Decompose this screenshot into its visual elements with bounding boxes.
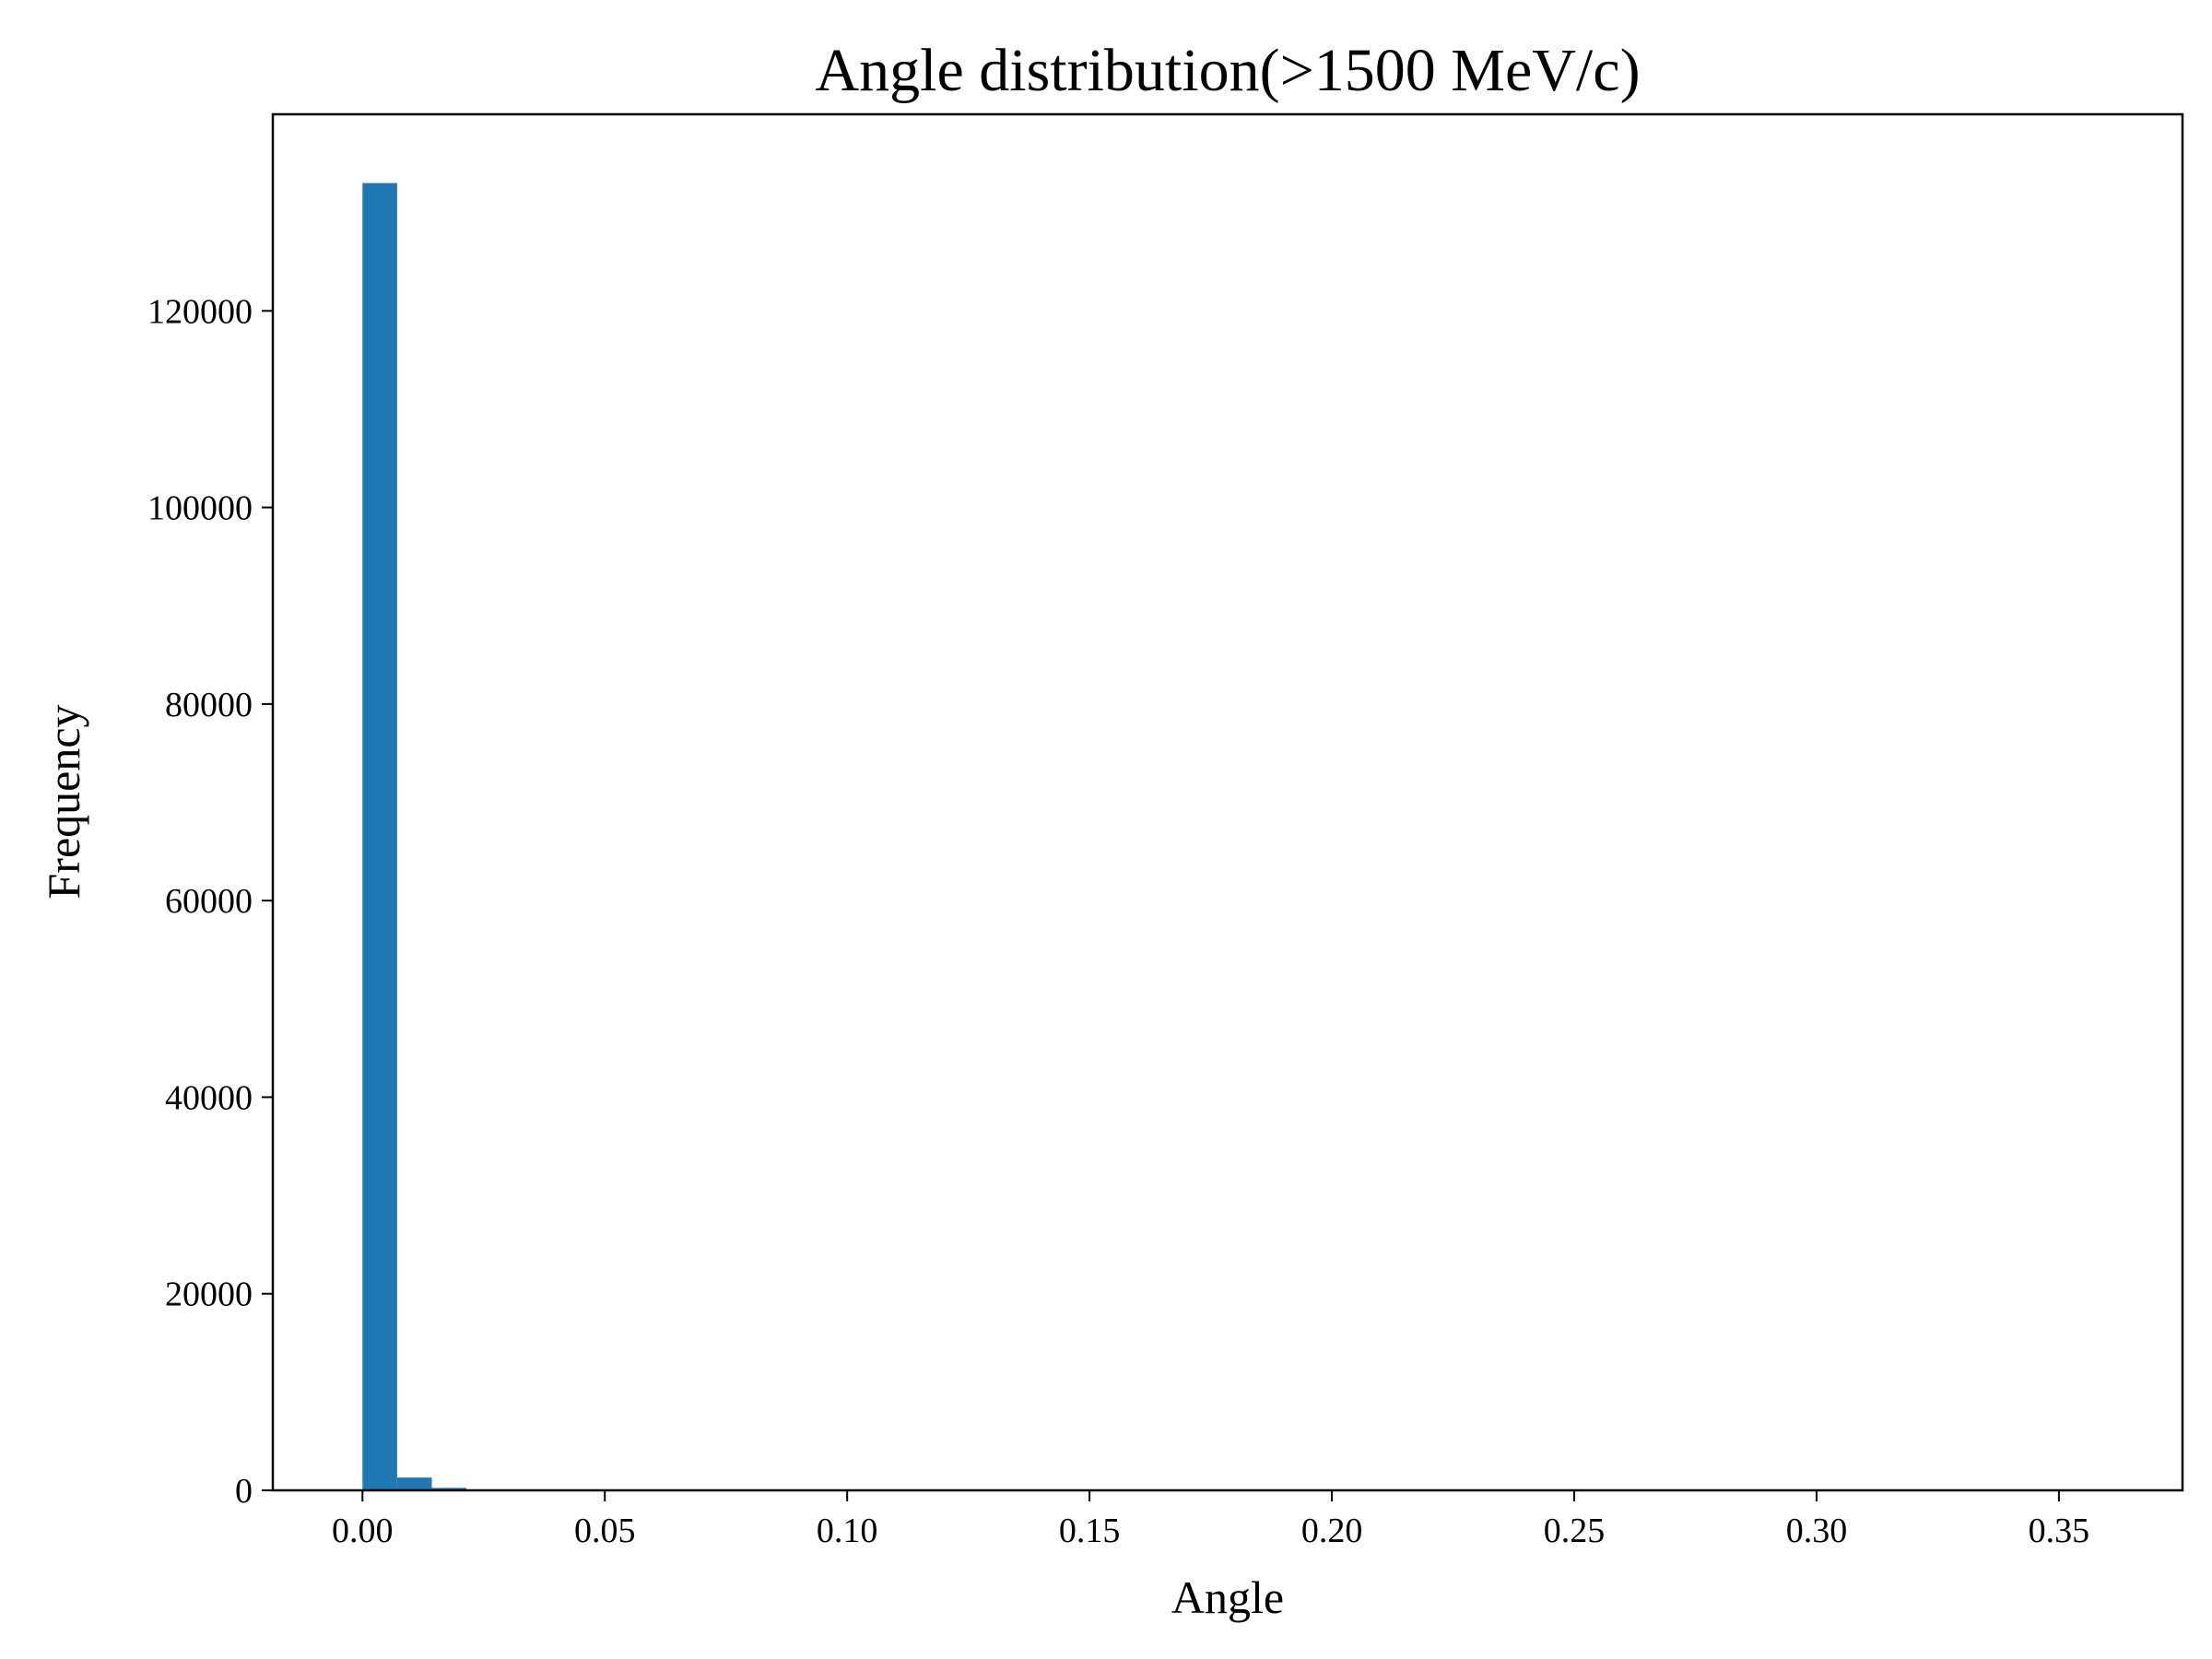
y-tick-label: 100000 bbox=[147, 489, 253, 528]
histogram-bar bbox=[362, 182, 397, 1490]
y-tick-label: 80000 bbox=[165, 686, 253, 724]
y-tick-label: 0 bbox=[235, 1472, 253, 1511]
x-tick-label: 0.15 bbox=[1059, 1512, 1121, 1550]
x-tick-label: 0.20 bbox=[1301, 1512, 1363, 1550]
y-tick-label: 40000 bbox=[165, 1078, 253, 1117]
y-tick-label: 120000 bbox=[147, 292, 253, 331]
y-axis-ticks: 0 20000 40000 60000 80000 100000 120000 bbox=[147, 292, 273, 1511]
x-axis-label: Angle bbox=[1171, 1571, 1284, 1623]
histogram-bar bbox=[431, 1488, 467, 1490]
plot-frame bbox=[271, 112, 2184, 1492]
x-tick-label: 0.05 bbox=[574, 1512, 636, 1550]
histogram-bar bbox=[396, 1477, 432, 1490]
x-tick-label: 0.30 bbox=[1786, 1512, 1848, 1550]
x-tick-label: 0.35 bbox=[2029, 1512, 2090, 1550]
y-tick-label: 20000 bbox=[165, 1276, 253, 1314]
x-tick-label: 0.25 bbox=[1544, 1512, 1606, 1550]
x-tick-label: 0.00 bbox=[332, 1512, 394, 1550]
chart-title: Angle distribution(>1500 MeV/c) bbox=[815, 37, 1640, 104]
histogram-bars bbox=[362, 182, 710, 1490]
y-tick-label: 60000 bbox=[165, 882, 253, 921]
x-axis-ticks: 0.00 0.05 0.10 0.15 0.20 0.25 0.30 0.35 bbox=[332, 1490, 2089, 1550]
y-axis-label: Frequency bbox=[38, 704, 89, 899]
x-tick-label: 0.10 bbox=[817, 1512, 878, 1550]
